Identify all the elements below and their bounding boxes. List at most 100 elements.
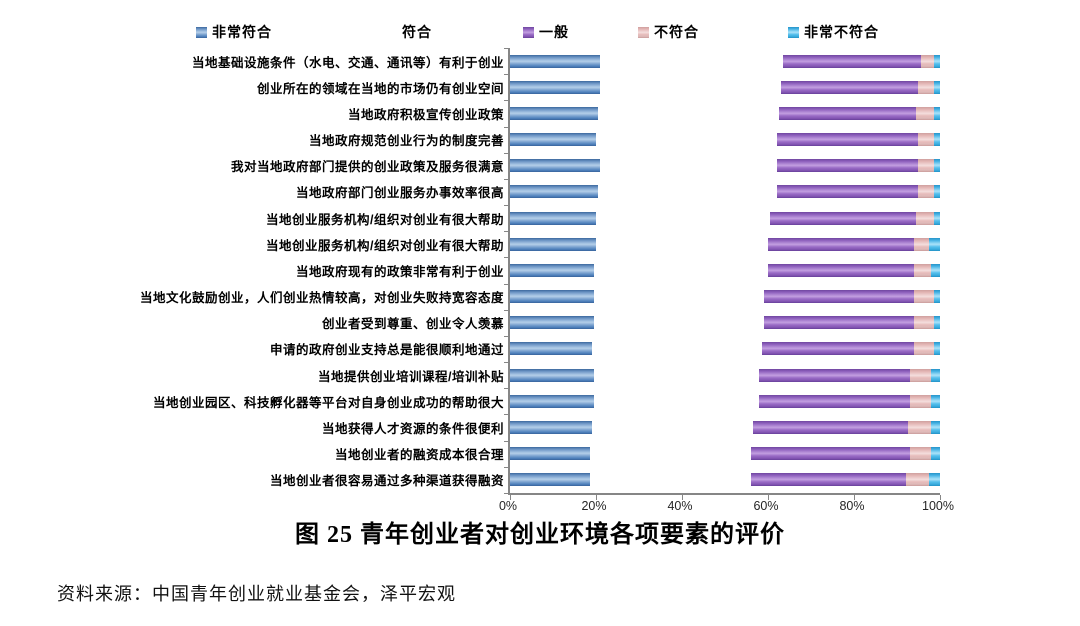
bar-segment-非常不符合 <box>933 211 940 225</box>
bar-segment-不符合 <box>905 473 930 487</box>
bar-segment-非常符合 <box>510 80 601 94</box>
y-axis-tick <box>504 283 509 285</box>
bar-row <box>510 153 940 179</box>
bar-row <box>510 127 940 153</box>
bar-segment-一般 <box>750 473 906 487</box>
bar-segment-非常不符合 <box>933 290 940 304</box>
legend-label-neutral: 一般 <box>539 24 569 40</box>
bar-rows <box>510 48 940 493</box>
bar-segment-一般 <box>770 211 917 225</box>
bar-segment-符合 <box>590 447 751 460</box>
bar-row <box>510 179 940 205</box>
bar-segment-非常不符合 <box>933 80 940 94</box>
bar-row <box>510 257 940 283</box>
bar-segment-一般 <box>750 447 910 461</box>
bar-segment-一般 <box>783 54 921 68</box>
x-axis-tick <box>596 495 597 500</box>
category-label: 当地创业服务机构/组织对创业有很大帮助 <box>266 212 504 227</box>
legend-label-agree: 符合 <box>402 24 432 40</box>
bar-segment-一般 <box>767 263 915 277</box>
x-tick-label-60: 60% <box>753 499 779 513</box>
y-axis-tick <box>504 388 509 390</box>
y-axis-tick <box>504 257 509 259</box>
bar-row <box>510 362 940 388</box>
bar-segment-非常符合 <box>510 159 601 173</box>
legend-swatch-very-agree-icon <box>196 26 207 38</box>
bar-segment-不符合 <box>918 80 934 94</box>
x-axis-tick <box>682 495 683 500</box>
category-label: 当地创业服务机构/组织对创业有很大帮助 <box>266 238 504 253</box>
x-tick-label-100: 100% <box>922 499 954 513</box>
bar-row <box>510 231 940 257</box>
bar-segment-非常不符合 <box>933 316 940 330</box>
bar-segment-符合 <box>600 159 776 172</box>
legend-swatch-agree-icon <box>386 27 397 38</box>
y-axis-tick <box>504 440 509 442</box>
category-label: 创业者受到尊重、创业令人羡慕 <box>321 317 504 332</box>
bar-segment-不符合 <box>909 368 932 382</box>
y-axis-tick <box>504 178 509 180</box>
bar-segment-非常符合 <box>510 447 590 461</box>
bar-segment-不符合 <box>916 106 934 120</box>
bar-segment-符合 <box>594 264 768 277</box>
bar-segment-符合 <box>594 395 760 408</box>
bar-segment-符合 <box>594 290 764 303</box>
bar-segment-符合 <box>592 342 762 355</box>
bar-segment-非常不符合 <box>933 133 940 147</box>
bar-segment-一般 <box>780 80 919 94</box>
x-tick-label-20: 20% <box>581 499 607 513</box>
bar-segment-非常符合 <box>510 290 594 304</box>
x-axis-tick <box>510 495 511 500</box>
bar-segment-一般 <box>778 106 917 120</box>
bar-row <box>510 414 940 440</box>
legend-label-very-agree: 非常符合 <box>212 24 272 40</box>
bar-segment-非常符合 <box>510 211 596 225</box>
bar-segment-不符合 <box>914 316 934 330</box>
bar-segment-一般 <box>752 420 908 434</box>
bar-segment-符合 <box>594 316 764 329</box>
bar-segment-非常符合 <box>510 473 590 487</box>
bar-row <box>510 388 940 414</box>
bar-segment-非常符合 <box>510 185 599 199</box>
stacked-bar <box>510 159 940 173</box>
stacked-bar <box>510 290 940 304</box>
bar-segment-非常符合 <box>510 54 601 68</box>
bar-segment-不符合 <box>914 290 934 304</box>
stacked-bar <box>510 80 940 94</box>
stacked-bar <box>510 316 940 330</box>
bar-segment-不符合 <box>918 133 934 147</box>
bar-segment-一般 <box>761 342 915 356</box>
bar-row <box>510 284 940 310</box>
bar-segment-符合 <box>596 133 777 146</box>
bar-segment-符合 <box>590 473 751 486</box>
x-tick-label-0: 0% <box>498 499 518 513</box>
x-axis-tick <box>854 495 855 500</box>
bar-segment-符合 <box>598 185 776 198</box>
stacked-bar <box>510 342 940 356</box>
bar-segment-非常符合 <box>510 368 594 382</box>
legend-item-very-agree: 非常符合 <box>196 22 272 42</box>
y-axis-tick <box>504 231 509 233</box>
bar-segment-不符合 <box>914 263 932 277</box>
legend-item-neutral: 一般 <box>523 22 569 42</box>
bar-segment-不符合 <box>914 237 930 251</box>
bar-segment-非常符合 <box>510 394 594 408</box>
bar-segment-符合 <box>600 81 781 94</box>
bar-segment-不符合 <box>918 159 934 173</box>
category-label: 当地创业园区、科技孵化器等平台对自身创业成功的帮助很大 <box>152 395 504 410</box>
bar-segment-一般 <box>776 133 919 147</box>
y-axis-tick <box>504 74 509 76</box>
bar-segment-非常不符合 <box>931 394 940 408</box>
legend-swatch-neutral-icon <box>523 26 534 38</box>
bar-segment-非常不符合 <box>931 447 940 461</box>
stacked-bar <box>510 263 940 277</box>
bar-segment-非常符合 <box>510 237 596 251</box>
y-axis-tick <box>504 126 509 128</box>
stacked-bar <box>510 185 940 199</box>
bar-segment-一般 <box>768 237 915 251</box>
category-label: 当地基础设施条件（水电、交通、通讯等）有利于创业 <box>191 55 504 70</box>
bar-segment-符合 <box>598 107 779 120</box>
bar-row <box>510 310 940 336</box>
bar-segment-不符合 <box>914 342 934 356</box>
